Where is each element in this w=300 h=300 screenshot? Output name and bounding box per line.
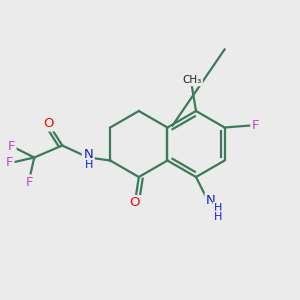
Text: CH₃: CH₃ (182, 75, 202, 85)
Text: O: O (130, 196, 140, 209)
Text: F: F (26, 176, 33, 189)
Text: F: F (252, 119, 259, 132)
Text: N: N (83, 148, 93, 161)
Text: H: H (214, 212, 222, 222)
Text: F: F (5, 156, 13, 169)
Text: H: H (214, 203, 222, 213)
Text: N: N (206, 194, 216, 206)
Text: O: O (43, 117, 53, 130)
Text: H: H (85, 160, 94, 170)
Text: F: F (8, 140, 15, 153)
